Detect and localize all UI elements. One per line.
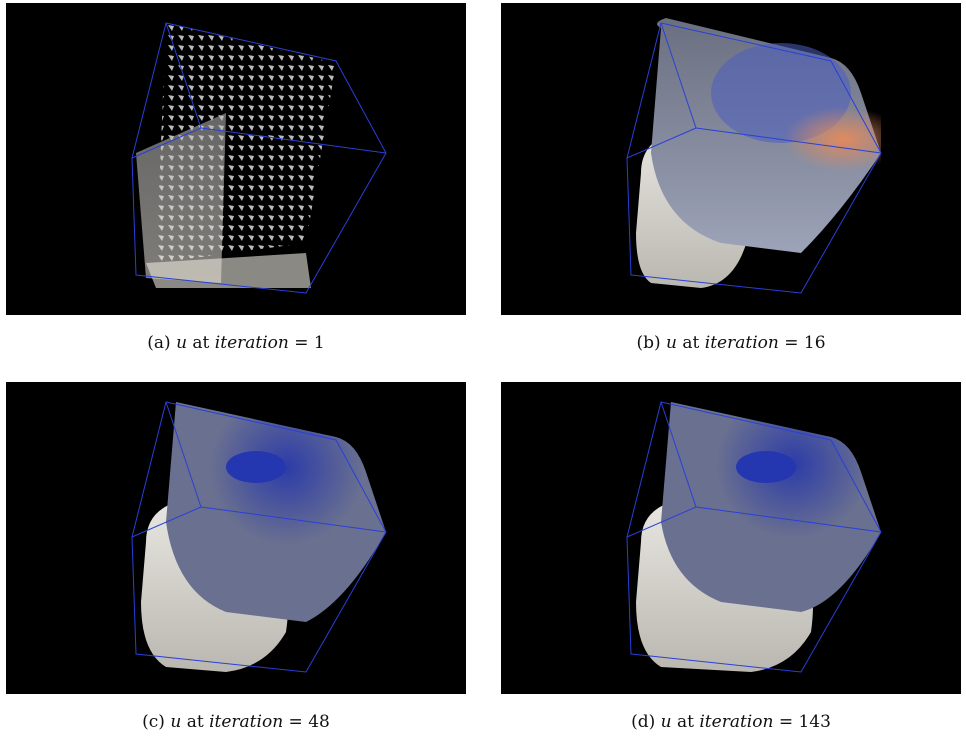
render-panel-b: [501, 3, 961, 315]
caption-a: (a) u at iteration = 1: [147, 333, 325, 353]
render-panel-d: [501, 382, 961, 694]
caption-d: (d) u at iteration = 143: [631, 712, 831, 732]
volume-render-c: [131, 401, 387, 673]
volume-render-b: [626, 18, 882, 294]
volume-render-a: [131, 22, 387, 294]
render-panel-a: [6, 3, 466, 315]
caption-b: (b) u at iteration = 16: [636, 333, 826, 353]
caption-c: (c) u at iteration = 48: [142, 712, 330, 732]
volume-render-d: [626, 401, 882, 673]
render-panel-c: [6, 382, 466, 694]
